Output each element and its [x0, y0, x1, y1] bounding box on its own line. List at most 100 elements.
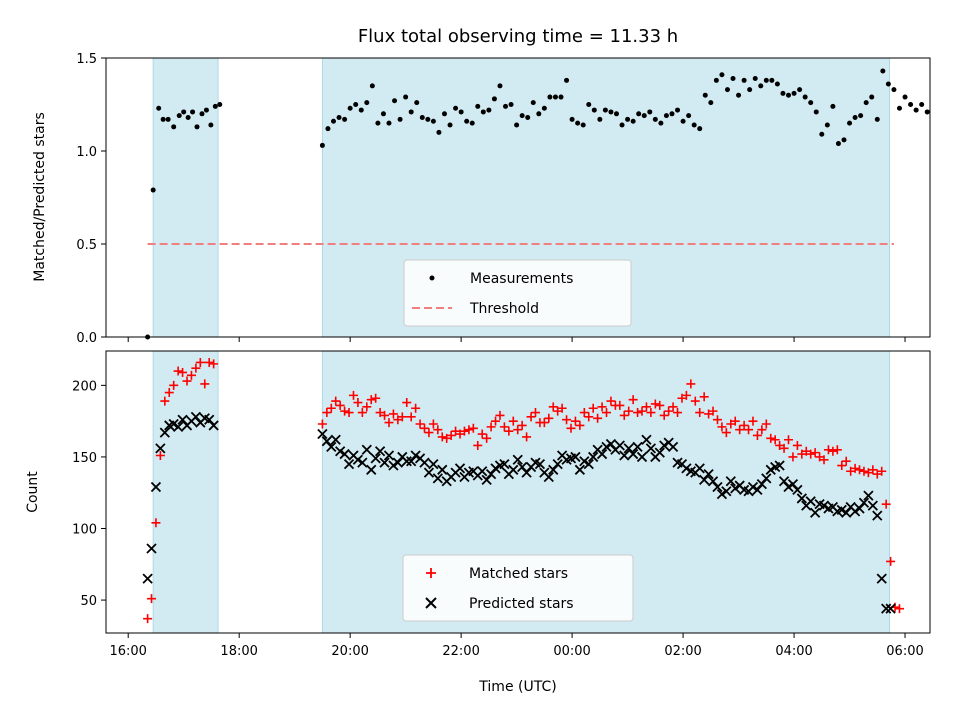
matched-star-point — [744, 425, 754, 435]
measurement-point — [713, 77, 719, 83]
predicted-star-point — [818, 500, 830, 511]
matched-star-point — [806, 449, 816, 459]
matched-star-point — [784, 435, 794, 445]
matched-star-point — [397, 412, 407, 422]
matched-star-point — [335, 400, 345, 410]
predicted-star-point — [552, 458, 563, 470]
measurement-point — [675, 107, 681, 113]
ratio-panel: 0.0 0.5 1.0 1.5 Matched/Predicted stars Mea… — [32, 52, 931, 346]
matched-star-point — [766, 433, 776, 443]
predicted-star-point — [765, 464, 776, 475]
matched-star-point — [348, 390, 358, 400]
x-tick-label: 02:00 — [664, 644, 701, 659]
predicted-star-point — [805, 496, 816, 507]
predicted-star-point — [654, 447, 665, 458]
matched-star-point — [164, 388, 174, 398]
measurement-point — [919, 102, 925, 107]
observing-window — [152, 350, 219, 634]
predicted-star-point — [867, 500, 878, 511]
matched-star-point — [530, 408, 540, 418]
legend-swatch-measurements — [429, 275, 435, 281]
measurement-point — [514, 122, 520, 128]
predicted-star-point — [707, 476, 719, 487]
measurement-point — [486, 107, 492, 113]
matched-star-point — [186, 370, 196, 380]
legend-swatch-predicted — [425, 597, 437, 609]
measurement-point — [564, 77, 570, 83]
predicted-star-point — [841, 507, 852, 518]
matched-star-point — [384, 418, 394, 428]
matched-star-point — [881, 499, 891, 509]
matched-star-point — [735, 425, 745, 435]
measurement-point — [536, 111, 542, 117]
predicted-star-point — [454, 463, 466, 474]
measurement-point — [908, 102, 914, 107]
measurement-point — [364, 100, 370, 106]
matched-star-point — [837, 461, 847, 471]
predicted-star-point — [534, 458, 546, 470]
measurement-point — [636, 111, 642, 117]
x-tick-label: 22:00 — [442, 644, 479, 659]
measurement-point — [613, 111, 619, 117]
matched-star-point — [659, 410, 669, 420]
y-tick-label: 1.5 — [76, 52, 97, 67]
matched-star-point — [788, 452, 798, 462]
matched-star-point — [411, 403, 421, 413]
matched-star-point — [526, 412, 536, 422]
predicted-star-point — [836, 504, 847, 516]
matched-star-point — [482, 433, 492, 443]
measurement-point — [319, 142, 325, 148]
measurement-point — [680, 118, 686, 124]
matched-star-point — [828, 446, 838, 456]
measurement-point — [647, 109, 653, 115]
predicted-star-point — [335, 446, 346, 457]
measurement-point — [824, 122, 830, 128]
measurement-point — [769, 77, 775, 83]
matched-star-point — [477, 429, 487, 439]
measurement-point — [165, 116, 171, 122]
measurement-point — [669, 111, 675, 117]
predicted-star-point — [810, 507, 821, 518]
measurement-point — [347, 105, 353, 111]
predicted-star-point — [645, 443, 657, 454]
matched-star-point — [850, 463, 860, 473]
y-tick-label: 200 — [72, 379, 97, 394]
matched-star-point — [877, 466, 887, 476]
predicted-star-point — [437, 464, 448, 475]
predicted-star-point — [146, 543, 157, 554]
predicted-star-point — [774, 460, 785, 471]
matched-star-point — [428, 419, 438, 429]
predicted-star-point — [694, 463, 705, 474]
predicted-star-point — [321, 436, 332, 447]
measurement-point — [325, 126, 331, 132]
matched-star-point — [588, 403, 598, 413]
measurement-point — [736, 92, 742, 98]
measurement-point — [786, 92, 792, 98]
measurement-point — [747, 87, 753, 93]
measurement-point — [580, 122, 586, 128]
predicted-star-point — [601, 441, 612, 453]
predicted-star-point — [388, 460, 399, 471]
measurement-point — [203, 107, 209, 113]
predicted-star-point — [326, 441, 337, 453]
measurement-point — [575, 120, 581, 126]
y-tick-label: 150 — [72, 451, 97, 466]
measurement-point — [491, 96, 497, 102]
measurement-point — [730, 75, 736, 81]
measurement-point — [530, 100, 536, 106]
matched-star-point — [331, 396, 341, 406]
predicted-star-point — [761, 473, 772, 484]
predicted-star-point — [756, 478, 768, 490]
measurement-point — [880, 68, 886, 74]
measurement-point — [508, 102, 514, 107]
matched-star-point — [681, 390, 691, 400]
measurement-point — [480, 109, 486, 115]
measurement-point — [863, 100, 869, 106]
matched-star-point — [664, 406, 674, 416]
predicted-star-point — [725, 476, 736, 487]
x-tick-label: 04:00 — [775, 644, 812, 659]
measurement-point — [156, 105, 162, 111]
measurement-point — [342, 116, 348, 122]
measurement-point — [525, 115, 531, 121]
matched-star-point — [173, 366, 183, 376]
